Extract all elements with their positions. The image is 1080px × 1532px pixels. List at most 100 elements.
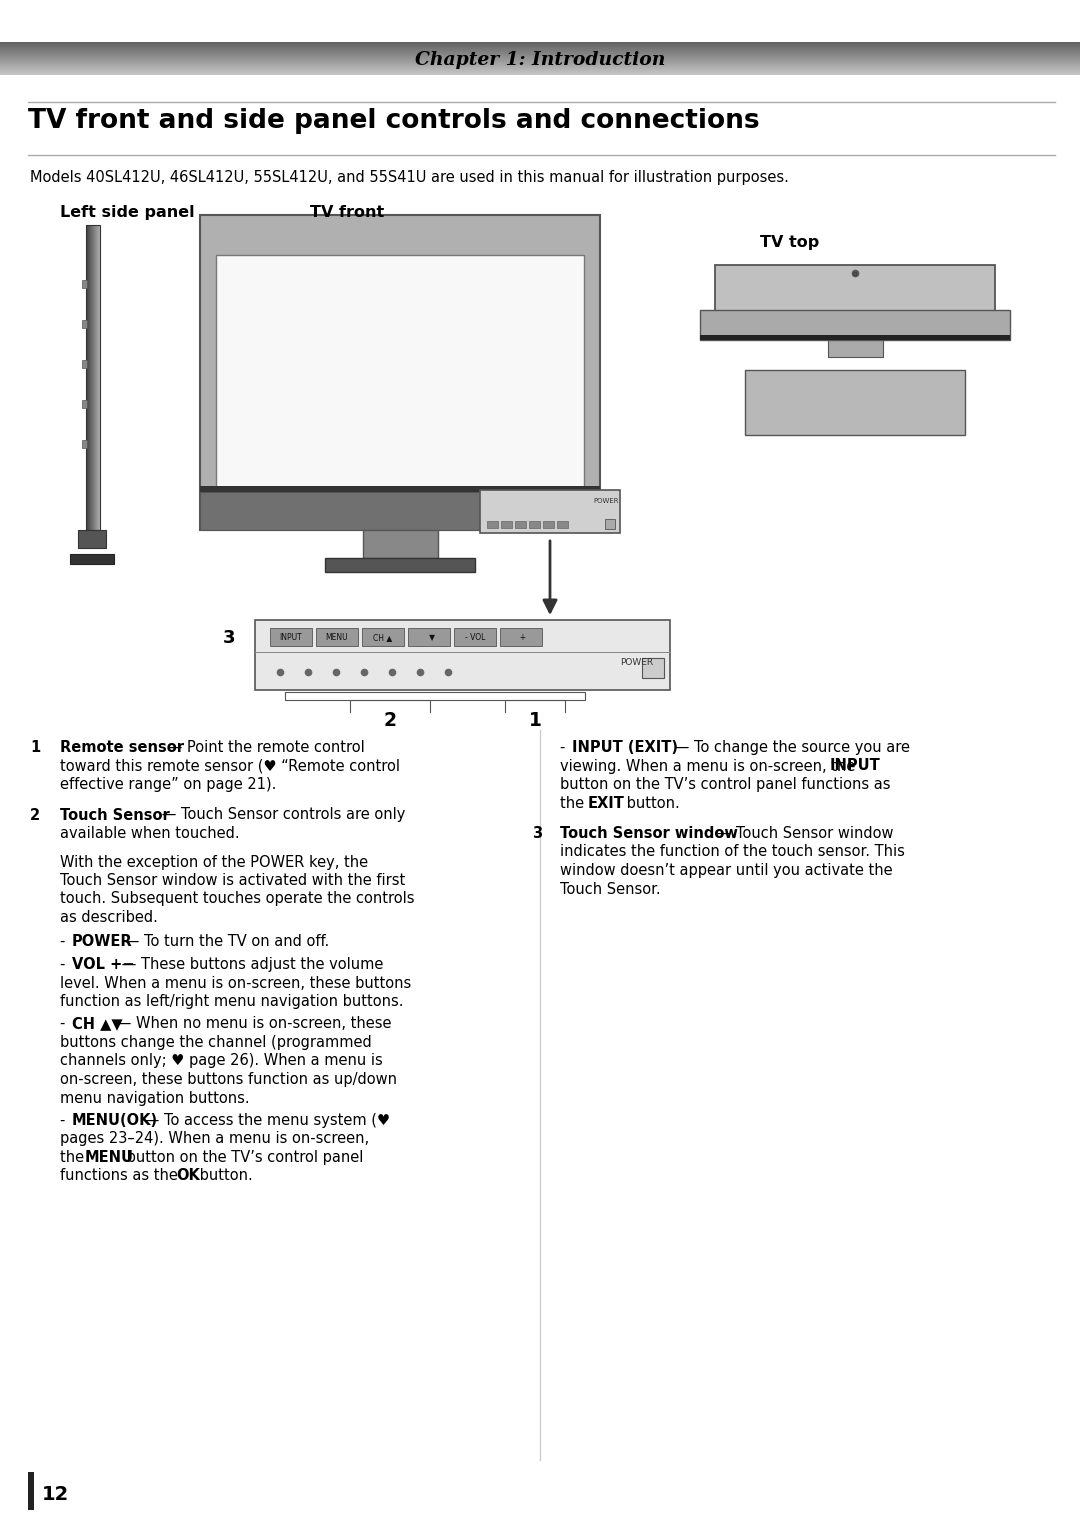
- Text: 12: 12: [42, 1486, 69, 1504]
- Bar: [200, 486, 600, 492]
- Bar: [200, 492, 600, 530]
- Text: indicates the function of the touch sensor. This: indicates the function of the touch sens…: [561, 844, 905, 859]
- Bar: [362, 628, 404, 647]
- Bar: [82, 400, 87, 408]
- Text: +: +: [515, 634, 527, 642]
- Bar: [515, 521, 526, 529]
- Text: button.: button.: [195, 1169, 253, 1184]
- Bar: [745, 371, 966, 435]
- Text: With the exception of the POWER key, the: With the exception of the POWER key, the: [60, 855, 368, 870]
- Bar: [700, 336, 1010, 340]
- Bar: [28, 1472, 33, 1511]
- Text: INPUT: INPUT: [280, 634, 302, 642]
- Text: o: o: [853, 271, 858, 277]
- Text: - VOL: - VOL: [464, 634, 485, 642]
- Bar: [500, 628, 542, 647]
- Text: — These buttons adjust the volume: — These buttons adjust the volume: [117, 958, 383, 971]
- Text: MENU: MENU: [85, 1151, 134, 1164]
- Text: INPUT (EXIT): INPUT (EXIT): [572, 740, 678, 755]
- Text: — Touch Sensor controls are only: — Touch Sensor controls are only: [157, 807, 405, 823]
- Text: on-screen, these buttons function as up/down: on-screen, these buttons function as up/…: [60, 1072, 397, 1088]
- Text: effective range” on page 21).: effective range” on page 21).: [60, 777, 276, 792]
- Text: button on the TV’s control panel: button on the TV’s control panel: [122, 1151, 363, 1164]
- Bar: [557, 521, 568, 529]
- Bar: [70, 555, 114, 564]
- Text: Touch Sensor: Touch Sensor: [60, 807, 170, 823]
- Text: — To access the menu system (♥: — To access the menu system (♥: [140, 1114, 390, 1128]
- Text: viewing. When a menu is on-screen, the: viewing. When a menu is on-screen, the: [561, 758, 855, 774]
- Text: Chapter 1: Introduction: Chapter 1: Introduction: [415, 51, 665, 69]
- Text: POWER: POWER: [593, 498, 619, 504]
- Text: — To turn the TV on and off.: — To turn the TV on and off.: [120, 935, 329, 950]
- Bar: [82, 280, 87, 288]
- Text: function as left/right menu navigation buttons.: function as left/right menu navigation b…: [60, 994, 404, 1010]
- Text: 1: 1: [30, 740, 40, 755]
- Text: Left side panel: Left side panel: [60, 205, 194, 221]
- Text: available when touched.: available when touched.: [60, 826, 240, 841]
- Bar: [255, 620, 670, 689]
- Bar: [408, 628, 450, 647]
- Text: OK: OK: [176, 1169, 200, 1184]
- Bar: [82, 320, 87, 328]
- Text: 3: 3: [532, 826, 542, 841]
- Text: menu navigation buttons.: menu navigation buttons.: [60, 1091, 249, 1106]
- Bar: [325, 558, 475, 571]
- Text: channels only; ♥ page 26). When a menu is: channels only; ♥ page 26). When a menu i…: [60, 1054, 382, 1068]
- Text: 2: 2: [30, 807, 40, 823]
- Text: -: -: [60, 1017, 70, 1031]
- Text: as described.: as described.: [60, 910, 158, 925]
- Bar: [363, 530, 438, 558]
- Text: -: -: [60, 935, 70, 950]
- Bar: [270, 628, 312, 647]
- Text: CH ▲: CH ▲: [374, 634, 393, 642]
- Text: functions as the: functions as the: [60, 1169, 183, 1184]
- Text: MENU: MENU: [326, 634, 349, 642]
- Bar: [78, 530, 106, 548]
- Bar: [316, 628, 357, 647]
- Text: 3: 3: [222, 630, 235, 647]
- Text: Touch Sensor.: Touch Sensor.: [561, 881, 661, 896]
- Text: — To change the source you are: — To change the source you are: [670, 740, 910, 755]
- Text: MENU(OK): MENU(OK): [72, 1114, 158, 1128]
- Bar: [216, 254, 584, 515]
- Text: — When no menu is on-screen, these: — When no menu is on-screen, these: [112, 1017, 391, 1031]
- Text: TV front: TV front: [310, 205, 384, 221]
- Bar: [720, 309, 990, 329]
- Text: ▼: ▼: [422, 634, 435, 642]
- Text: pages 23–24). When a menu is on-screen,: pages 23–24). When a menu is on-screen,: [60, 1132, 369, 1146]
- Text: toward this remote sensor (♥ “Remote control: toward this remote sensor (♥ “Remote con…: [60, 758, 400, 774]
- Text: POWER: POWER: [72, 935, 133, 950]
- Text: TV front and side panel controls and connections: TV front and side panel controls and con…: [28, 107, 759, 133]
- Text: POWER: POWER: [620, 659, 653, 666]
- Text: Touch Sensor window: Touch Sensor window: [561, 826, 738, 841]
- Text: touch. Subsequent touches operate the controls: touch. Subsequent touches operate the co…: [60, 892, 415, 907]
- Text: VOL +−: VOL +−: [72, 958, 135, 971]
- Bar: [480, 490, 620, 533]
- Bar: [200, 214, 600, 530]
- Bar: [82, 440, 87, 447]
- Bar: [543, 521, 554, 529]
- Bar: [529, 521, 540, 529]
- Bar: [285, 692, 585, 700]
- Bar: [501, 521, 512, 529]
- Bar: [642, 659, 664, 679]
- Bar: [86, 225, 100, 530]
- Text: buttons change the channel (programmed: buttons change the channel (programmed: [60, 1036, 372, 1049]
- Text: Touch Sensor window is activated with the first: Touch Sensor window is activated with th…: [60, 873, 405, 889]
- Text: -: -: [561, 740, 570, 755]
- Text: — Touch Sensor window: — Touch Sensor window: [712, 826, 893, 841]
- Text: -: -: [60, 958, 70, 971]
- Text: EXIT: EXIT: [588, 795, 625, 810]
- Text: CH ▲▼: CH ▲▼: [72, 1017, 123, 1031]
- Text: the: the: [60, 1151, 89, 1164]
- Text: level. When a menu is on-screen, these buttons: level. When a menu is on-screen, these b…: [60, 976, 411, 991]
- Text: TV top: TV top: [760, 234, 820, 250]
- Text: the: the: [561, 795, 589, 810]
- Bar: [454, 628, 496, 647]
- Text: window doesn’t appear until you activate the: window doesn’t appear until you activate…: [561, 863, 893, 878]
- Text: button on the TV’s control panel functions as: button on the TV’s control panel functio…: [561, 777, 891, 792]
- Bar: [700, 309, 1010, 340]
- Text: — Point the remote control: — Point the remote control: [163, 740, 365, 755]
- Text: 2: 2: [383, 711, 396, 729]
- Text: button.: button.: [622, 795, 679, 810]
